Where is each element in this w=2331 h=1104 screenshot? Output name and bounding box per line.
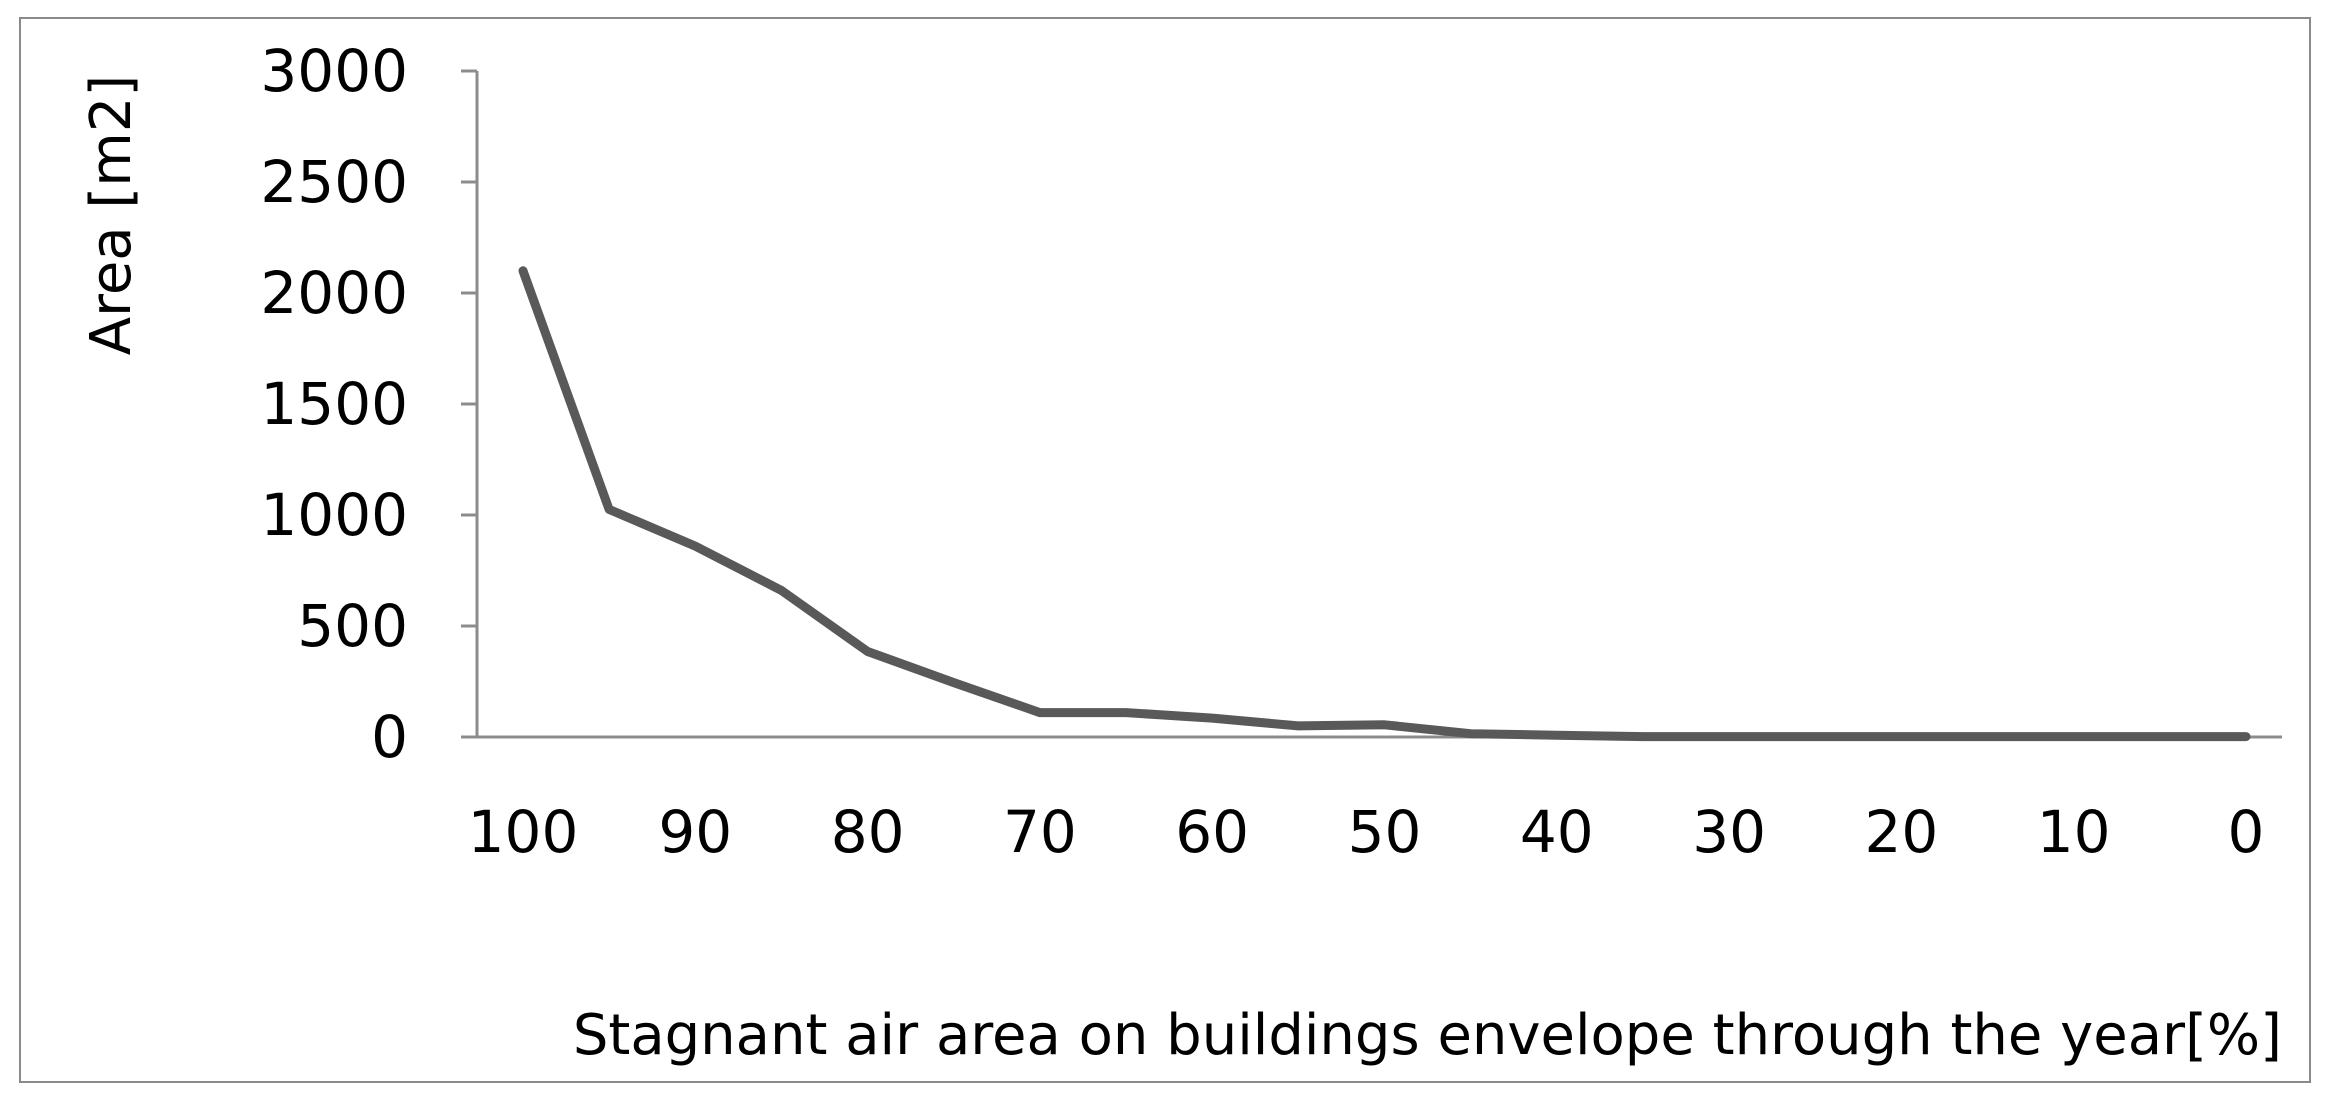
x-tick-label: 90 bbox=[658, 798, 732, 866]
y-tick-label: 2000 bbox=[260, 259, 408, 327]
x-tick-label: 60 bbox=[1175, 798, 1249, 866]
y-axis: 0 500 1000 1500 2000 2500 3000 bbox=[260, 37, 479, 771]
y-tick-label: 2500 bbox=[260, 148, 408, 216]
x-tick-label: 50 bbox=[1348, 798, 1422, 866]
y-tick-label: 3000 bbox=[260, 37, 408, 105]
chart-frame bbox=[19, 17, 2311, 1083]
x-tick-label: 70 bbox=[1003, 798, 1077, 866]
y-tick-label: 500 bbox=[297, 592, 408, 660]
x-tick-label: 10 bbox=[2037, 798, 2111, 866]
y-tick-label: 1000 bbox=[260, 481, 408, 549]
series-layer bbox=[518, 266, 2251, 742]
series-line bbox=[518, 266, 2251, 742]
y-axis-title: Area [m2] bbox=[79, 75, 144, 356]
x-axis-title: Stagnant air area on buildings envelope … bbox=[573, 1003, 2282, 1068]
x-tick-label: 30 bbox=[1692, 798, 1766, 866]
x-tick-label: 0 bbox=[2228, 798, 2265, 866]
y-tick-label: 0 bbox=[371, 703, 408, 771]
x-axis: 100 90 80 70 60 50 40 30 20 10 0 bbox=[468, 735, 2282, 866]
x-tick-label: 40 bbox=[1520, 798, 1594, 866]
x-tick-label: 20 bbox=[1864, 798, 1938, 866]
y-tick-label: 1500 bbox=[260, 370, 408, 438]
x-tick-label: 80 bbox=[831, 798, 905, 866]
x-tick-label: 100 bbox=[468, 798, 579, 866]
